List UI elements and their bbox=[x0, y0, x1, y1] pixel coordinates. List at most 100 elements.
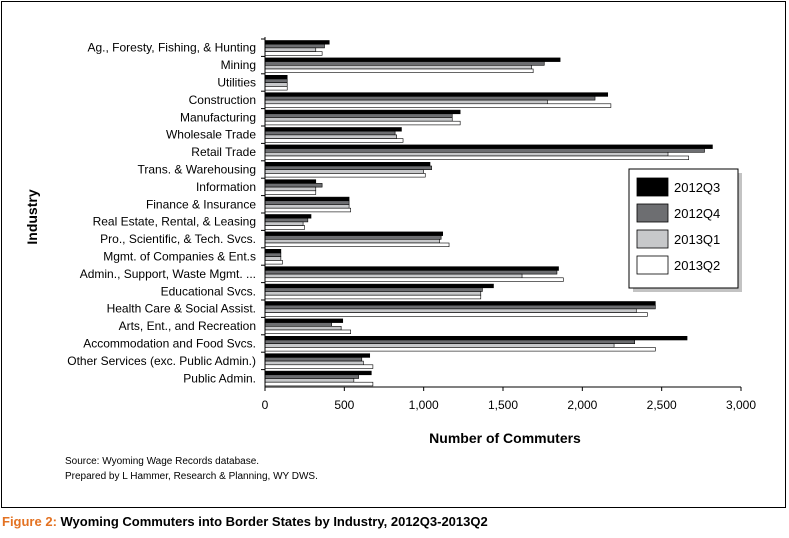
bar-2013q2 bbox=[264, 155, 689, 161]
bar-2013q1 bbox=[264, 169, 424, 174]
bar-2012q3 bbox=[264, 266, 559, 271]
category-label: Mgmt. of Companies & Ent.s bbox=[103, 250, 256, 264]
bar-2013q1 bbox=[264, 47, 317, 52]
bar-2013q1 bbox=[264, 134, 397, 139]
bar-2013q1 bbox=[264, 64, 532, 70]
bar-2013q1 bbox=[264, 82, 288, 87]
bar-2013q2 bbox=[264, 381, 374, 387]
category-label: Information bbox=[196, 180, 256, 194]
bar-2012q3 bbox=[264, 109, 461, 115]
x-tick-label: 1,500 bbox=[488, 398, 518, 412]
category-label: Manufacturing bbox=[180, 110, 256, 124]
bar-2012q4 bbox=[264, 113, 453, 118]
bar-2013q2 bbox=[264, 51, 323, 56]
legend-swatch-2012q4 bbox=[636, 203, 669, 223]
bar-2013q1 bbox=[264, 308, 637, 313]
bar-2012q3 bbox=[264, 335, 688, 341]
bar-2012q3 bbox=[264, 231, 444, 236]
legend-label: 2013Q1 bbox=[674, 232, 720, 247]
category-label: Educational Svcs. bbox=[161, 284, 256, 298]
bar-2013q1 bbox=[264, 186, 317, 192]
bar-2012q4 bbox=[264, 270, 558, 275]
bar-2012q4 bbox=[264, 217, 309, 223]
bar-2012q4 bbox=[264, 78, 288, 84]
bar-2012q3 bbox=[264, 249, 282, 254]
bar-2013q2 bbox=[264, 294, 482, 300]
bar-2013q2 bbox=[264, 225, 305, 230]
bar-2013q1 bbox=[264, 256, 282, 261]
y-axis-title: Industry bbox=[24, 189, 40, 244]
bar-2013q2 bbox=[264, 207, 351, 213]
legend-swatch-2013q1 bbox=[636, 229, 669, 249]
bar-2012q4 bbox=[264, 339, 635, 345]
bar-2013q2 bbox=[264, 277, 564, 282]
bar-2012q4 bbox=[264, 374, 359, 379]
bar-2012q4 bbox=[264, 130, 396, 136]
bar-2013q2 bbox=[264, 242, 450, 248]
bar-2013q1 bbox=[264, 152, 669, 157]
bar-2012q3 bbox=[264, 127, 402, 132]
bar-2012q3 bbox=[264, 196, 350, 202]
x-tick-label: 3,000 bbox=[726, 398, 756, 412]
category-label: Arts, Ent., and Recreation bbox=[119, 319, 256, 333]
category-label: Admin., Support, Waste Mgmt. ... bbox=[80, 267, 256, 281]
bar-2013q2 bbox=[264, 173, 426, 178]
x-tick-label: 2,500 bbox=[647, 398, 677, 412]
bar-2012q3 bbox=[264, 318, 344, 323]
bar-2012q3 bbox=[264, 301, 656, 306]
bar-2012q4 bbox=[264, 183, 323, 188]
bar-2013q2 bbox=[264, 347, 656, 352]
bar-2012q4 bbox=[264, 61, 545, 66]
bar-2012q4 bbox=[264, 322, 332, 327]
bar-2013q2 bbox=[264, 68, 534, 74]
x-tick-label: 500 bbox=[334, 398, 354, 412]
bar-2012q3 bbox=[264, 92, 609, 97]
bar-2013q1 bbox=[264, 117, 453, 122]
bar-2013q1 bbox=[264, 221, 304, 226]
bar-2012q3 bbox=[264, 370, 372, 376]
bar-2013q1 bbox=[264, 343, 615, 348]
bar-2013q2 bbox=[264, 120, 461, 126]
category-label: Public Admin. bbox=[183, 371, 256, 385]
bar-chart: Ag., Foresty, Fishing, & Hunting Mining Ut… bbox=[24, 37, 756, 446]
legend-label: 2012Q3 bbox=[674, 180, 720, 195]
bar-2013q2 bbox=[264, 260, 283, 265]
bar-2012q3 bbox=[264, 214, 312, 219]
bar-2013q1 bbox=[264, 378, 355, 383]
bar-2013q1 bbox=[264, 273, 523, 279]
bar-2012q4 bbox=[264, 43, 325, 49]
bar-2012q4 bbox=[264, 304, 656, 310]
category-label: Other Services (exc. Public Admin.) bbox=[67, 354, 256, 368]
bar-2013q2 bbox=[264, 103, 612, 108]
bar-2012q3 bbox=[264, 75, 288, 80]
source-note: Source: Wyoming Wage Records database. P… bbox=[65, 454, 318, 484]
x-tick-label: 1,000 bbox=[409, 398, 439, 412]
category-label: Utilities bbox=[217, 76, 256, 90]
legend-label: 2012Q4 bbox=[674, 206, 720, 221]
bar-2013q1 bbox=[264, 99, 548, 105]
bar-2012q3 bbox=[264, 162, 431, 167]
figure-number: Figure 2: bbox=[2, 514, 57, 529]
source-line: Source: Wyoming Wage Records database. bbox=[65, 456, 260, 467]
bar-2012q3 bbox=[264, 179, 317, 184]
category-label: Real Estate, Rental, & Leasing bbox=[93, 215, 256, 229]
x-tick-label: 2,000 bbox=[567, 398, 597, 412]
bar-2012q3 bbox=[264, 144, 713, 149]
figure-title: Wyoming Commuters into Border States by … bbox=[56, 514, 488, 529]
bar-2013q2 bbox=[264, 364, 374, 369]
bar-2013q2 bbox=[264, 312, 648, 317]
bar-2013q1 bbox=[264, 204, 350, 209]
bar-2013q1 bbox=[264, 360, 364, 366]
category-label: Ag., Foresty, Fishing, & Hunting bbox=[87, 41, 256, 55]
bar-2012q3 bbox=[264, 353, 371, 358]
category-label: Retail Trade bbox=[191, 145, 256, 159]
category-label: Health Care & Social Assist. bbox=[107, 302, 256, 316]
bar-2012q4 bbox=[264, 200, 350, 205]
bar-2013q2 bbox=[264, 190, 317, 195]
x-axis-title: Number of Commuters bbox=[429, 430, 581, 446]
bar-2012q4 bbox=[264, 252, 282, 258]
category-label: Mining bbox=[221, 58, 256, 72]
prepared-by-line: Prepared by L Hammer, Research & Plannin… bbox=[65, 471, 318, 482]
bar-2013q2 bbox=[264, 329, 351, 335]
bar-2012q4 bbox=[264, 96, 596, 101]
